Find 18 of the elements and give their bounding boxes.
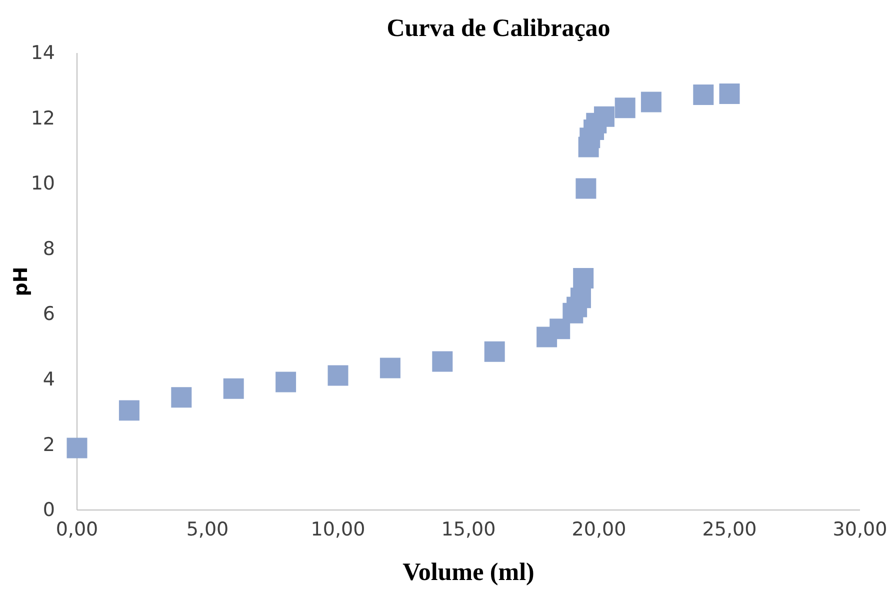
y-axis-title: pH bbox=[10, 266, 32, 296]
x-tick-label: 15,00 bbox=[441, 518, 496, 540]
y-tick-label: 6 bbox=[42, 303, 55, 326]
x-tick-label: 20,00 bbox=[572, 518, 626, 540]
x-tick-label: 25,00 bbox=[702, 518, 757, 540]
y-tick-label: 2 bbox=[42, 434, 55, 456]
x-axis-title: Volume (ml) bbox=[402, 559, 534, 586]
y-tick-label: 8 bbox=[42, 238, 55, 260]
chart-title: Curva de Calibraçao bbox=[386, 15, 610, 42]
x-tick-label: 30,00 bbox=[832, 518, 888, 540]
y-tick-label: 14 bbox=[30, 42, 55, 64]
y-tick-label: 4 bbox=[42, 368, 55, 391]
x-tick-label: 5,00 bbox=[186, 518, 229, 540]
y-tick-label: 10 bbox=[30, 172, 55, 195]
x-tick-label: 0,00 bbox=[56, 518, 98, 540]
y-tick-label: 12 bbox=[30, 107, 55, 130]
x-tick-label: 10,00 bbox=[310, 518, 366, 540]
y-tick-label: 0 bbox=[42, 499, 55, 522]
